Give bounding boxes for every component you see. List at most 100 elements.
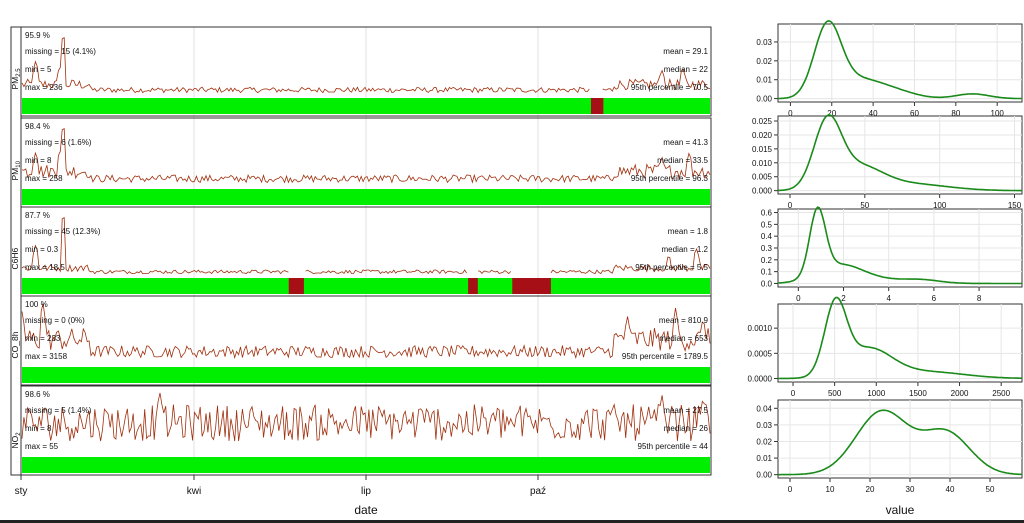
density-x-tick-label: 60 xyxy=(910,109,919,118)
density-y-tick-label: 0.00 xyxy=(756,95,772,104)
ts-percent-label: 95.9 % xyxy=(25,31,50,40)
density-x-tick-label: 1500 xyxy=(909,389,927,398)
density-group: 0.000.010.020.030 20 40 60 80 1000.0000.0050.… xyxy=(748,20,1023,517)
ts-row-c6h6: 87.7 % missing = 45 (12.3%) min = 0.3 max =… xyxy=(10,206,712,297)
density-y-tick-label: 0.03 xyxy=(756,38,772,47)
density-x-tick-label: 4 xyxy=(886,294,891,303)
density-y-tick-label: 0.2 xyxy=(761,256,773,265)
density-y-tick-label: 0.010 xyxy=(752,159,773,168)
ts-row-pm10: 98.4 % missing = 6 (1.6%) min = 8 max = 258… xyxy=(10,117,712,208)
density-curve xyxy=(778,296,1022,380)
ts-variable-subscript: 10 xyxy=(16,160,22,167)
density-x-tick-label: 30 xyxy=(906,485,915,494)
density-y-tick-label: 0.025 xyxy=(752,117,773,126)
ts-median-label: median = 653 xyxy=(659,334,708,343)
density-x-tick-label: 0 xyxy=(796,294,801,303)
density-x-tick-label: 1000 xyxy=(867,389,885,398)
valid-data-bar xyxy=(22,457,710,473)
ts-p95-label: 95th percentile = 1789.5 xyxy=(622,352,709,361)
density-x-tick-label: 10 xyxy=(826,485,835,494)
density-frame xyxy=(777,399,1023,479)
ts-percent-label: 98.4 % xyxy=(25,122,50,131)
density-y-tick-label: 0.0005 xyxy=(748,349,773,358)
ts-min-label: min = 8 xyxy=(25,156,52,165)
ts-mean-label: mean = 810.9 xyxy=(659,316,709,325)
density-x-tick-label: 40 xyxy=(946,485,955,494)
valid-data-bar xyxy=(22,367,710,383)
density-x-tick-label: 0 xyxy=(788,485,793,494)
density-x-tick-label: 2 xyxy=(841,294,846,303)
ts-row-co8h: 100 % missing = 0 (0%) min = 233 max = 3158… xyxy=(10,295,712,386)
density-x-tick-label: 150 xyxy=(1008,201,1022,210)
density-y-tick-label: 0.0 xyxy=(761,279,773,288)
density-x-tick-label: 20 xyxy=(827,109,836,118)
density-y-tick-label: 0.0010 xyxy=(748,324,773,333)
ts-variable-subscript: 2 xyxy=(16,432,22,436)
density-x-tick-label: 500 xyxy=(828,389,842,398)
ts-max-label: max = 55 xyxy=(25,442,59,451)
density-plot-pm10: 0.000 0.005 0.010 0.015 0.020 0.025 0 50 100 150 xyxy=(752,114,1023,210)
ts-p95-label: 95th percentile = 44 xyxy=(638,442,709,451)
ts-x-tick-label: sty xyxy=(15,486,28,497)
density-x-tick-label: 100 xyxy=(991,109,1005,118)
density-x-tick-label: 0 xyxy=(791,389,796,398)
density-y-tick-label: 0.015 xyxy=(752,145,773,154)
density-y-tick-label: 0.5 xyxy=(761,220,773,229)
ts-mean-label: mean = 41.3 xyxy=(663,138,708,147)
density-y-tick-label: 0.0000 xyxy=(748,374,773,383)
density-x-tick-label: 6 xyxy=(932,294,937,303)
ts-p95-label: 95th percentile = 96.3 xyxy=(631,174,709,183)
density-plot-no2: 0.00 0.01 0.02 0.03 0.04 0 10 20 30 40 50 xyxy=(756,399,1023,494)
ts-max-label: max = 18.5 xyxy=(25,263,65,272)
density-y-tick-label: 0.3 xyxy=(761,244,773,253)
ts-series-line xyxy=(21,303,711,360)
density-x-axis-title: value xyxy=(886,503,915,517)
ts-variable-label: CO_8h xyxy=(10,331,20,358)
missing-data-block xyxy=(288,278,304,294)
strip-frame xyxy=(10,26,22,476)
density-y-tick-label: 0.1 xyxy=(761,268,773,277)
bottom-frame-line xyxy=(0,520,1024,523)
ts-variable-subscript: 2.5 xyxy=(16,68,22,77)
ts-x-tick-label: kwi xyxy=(187,486,201,497)
ts-min-label: min = 233 xyxy=(25,334,61,343)
density-x-tick-label: 8 xyxy=(977,294,982,303)
density-y-tick-label: 0.03 xyxy=(756,421,772,430)
ts-mean-label: mean = 29.1 xyxy=(663,47,708,56)
missing-data-block xyxy=(512,278,551,294)
ts-series-line xyxy=(21,37,711,94)
ts-missing-label: missing = 15 (4.1%) xyxy=(25,47,96,56)
density-y-tick-label: 0.000 xyxy=(752,187,773,196)
missing-data-block xyxy=(590,98,604,114)
density-y-tick-label: 0.02 xyxy=(756,57,772,66)
ts-x-axis-title: date xyxy=(354,503,378,517)
density-curve xyxy=(778,20,1022,100)
ts-p95-label: 95th percentile = 70.5 xyxy=(631,83,709,92)
density-y-tick-label: 0.00 xyxy=(756,471,772,480)
density-panel: 0.000.010.020.030 20 40 60 80 1000.0000.0050.… xyxy=(748,20,1023,517)
ts-median-label: median = 22 xyxy=(664,65,709,74)
ts-max-label: max = 258 xyxy=(25,174,63,183)
density-curve xyxy=(777,114,1022,192)
density-x-tick-label: 50 xyxy=(860,201,869,210)
ts-mean-label: mean = 1.8 xyxy=(668,227,709,236)
ts-series-line xyxy=(21,217,711,275)
ts-missing-label: missing = 6 (1.6%) xyxy=(25,138,92,147)
valid-data-bar xyxy=(22,98,710,114)
ts-min-label: min = 5 xyxy=(25,65,52,74)
density-y-tick-label: 0.02 xyxy=(756,437,772,446)
density-plot-co8h: 0.0000 0.0005 0.0010 0 500 1000 1500 2000 2500 xyxy=(748,296,1023,398)
density-y-tick-label: 0.01 xyxy=(756,76,772,85)
ts-p95-label: 95th percentile = 5.5 xyxy=(635,263,708,272)
density-y-tick-label: 0.4 xyxy=(761,232,773,241)
density-x-tick-label: 50 xyxy=(986,485,995,494)
density-y-tick-label: 0.04 xyxy=(756,404,772,413)
density-frame xyxy=(777,23,1023,103)
ts-variable-label: PM2.5 xyxy=(10,68,22,90)
ts-missing-label: missing = 5 (1.4%) xyxy=(25,406,92,415)
ts-percent-label: 98.6 % xyxy=(25,390,50,399)
density-x-tick-label: 2000 xyxy=(951,389,969,398)
ts-max-label: max = 236 xyxy=(25,83,63,92)
ts-median-label: median = 26 xyxy=(664,424,709,433)
ts-missing-label: missing = 0 (0%) xyxy=(25,316,85,325)
